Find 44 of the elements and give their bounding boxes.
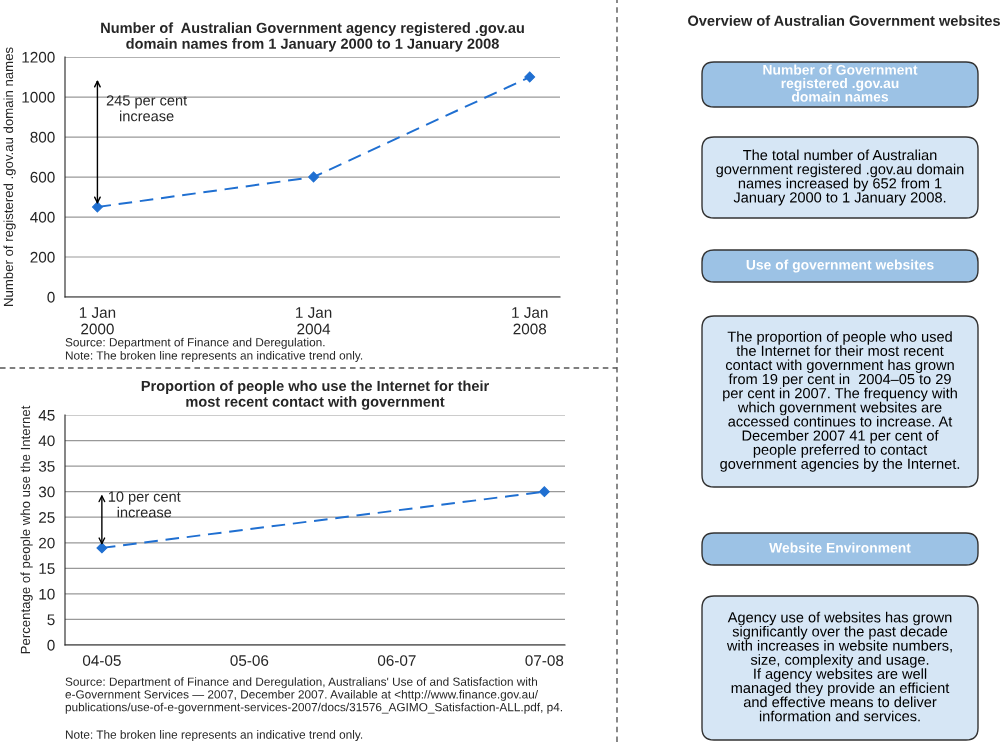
text: Overview of Australian Government websites: [688, 15, 1000, 26]
annotation: 10 per cent increase: [108, 491, 181, 518]
y-axis-title: Percentage of people who use the Internet: [20, 405, 33, 654]
x-tick-label: 1 Jan 2000: [79, 307, 116, 335]
y-tick-label: 600: [30, 171, 55, 183]
source-note: Source: Department of Finance and Deregulation.: [65, 337, 325, 349]
chart-title: Number of Australian Government agency registered .gov.au domain names from 1 January 2000 to 1 January 2008: [101, 22, 524, 52]
text: Note: The broken line represents an indicative trend only.: [65, 730, 363, 742]
y-tick-label: 400: [30, 211, 55, 223]
x-tick-label: 1 Jan 2004: [296, 307, 332, 335]
y-axis-title: Number of registered .gov.au domain names: [3, 47, 16, 306]
y-tick-label: 20: [39, 537, 55, 549]
source-note: Source: Department of Finance and Deregulation, Australians' Use of and Satisfaction with e-Government Services — 2007, December 2007. Available at <http://www.finance.gov.au/ publications/use-of-e-government-services-2007/docs/31576_AGIMO_Satisfaction-ALL.pdf, p4.: [65, 677, 562, 714]
y-tick-label: 1000: [22, 91, 55, 103]
y-tick-label: 40: [38, 435, 55, 447]
y-tick-label: 200: [30, 251, 55, 263]
y-tick-label: 25: [39, 512, 55, 523]
y-tick-label: 0: [47, 291, 55, 303]
x-tick-label: 06-07: [377, 655, 416, 666]
point: [308, 171, 320, 183]
text: Use of government websites: [746, 259, 934, 273]
x-tick-label: 04-05: [82, 655, 121, 666]
x-tick-label: 05-06: [230, 655, 269, 666]
text: The proportion of people who used the Internet for their most recent contact with government has grown from 19 per cent in 2004–05 to 29 per cent in 2007. The frequency with which government websites are accessed continues to increase. At December 2007 41 per cent of people preferred to contact government agencies by the Internet.: [720, 331, 960, 472]
y-tick-label: 1200: [22, 51, 55, 63]
text: Agency use of websites has grown significantly over the past decade with increases in website numbers, size, complexity and usage. If agency websites are well managed they provide an efficient and effective means to deliver information and services.: [726, 611, 952, 722]
y-tick-label: 800: [30, 131, 55, 143]
y-tick-label: 45: [38, 410, 55, 421]
y-tick-label: 35: [38, 460, 55, 472]
x-tick-label: 1 Jan 2008: [512, 307, 548, 335]
y-tick-label: 15: [39, 563, 55, 575]
x-tick-label: 07-08: [525, 655, 564, 666]
text: Website Environment: [769, 542, 911, 553]
y-tick-label: 30: [38, 486, 55, 498]
text: The total number of Australian government registered .gov.au domain names increased by 652 from 1 January 2000 to 1 January 2008.: [716, 149, 964, 206]
chart-title: Proportion of people who use the Internet for their most recent contact with government: [141, 380, 489, 410]
y-tick-label: 10: [39, 588, 55, 600]
point: [524, 71, 536, 83]
annotation: 245 per cent increase: [106, 95, 188, 122]
text: Note: The broken line represents an indicative trend only.: [65, 351, 363, 363]
text: Number of Government registered .gov.au domain names: [763, 64, 918, 102]
y-tick-label: 5: [47, 614, 55, 626]
y-tick-label: 0: [47, 639, 55, 651]
point: [91, 201, 103, 213]
